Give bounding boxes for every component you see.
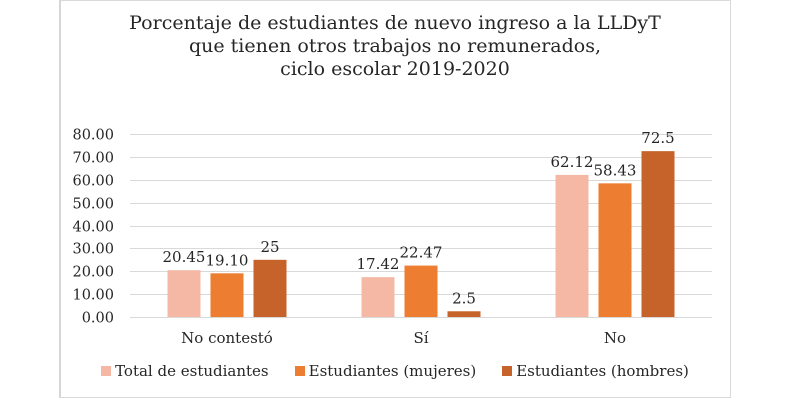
legend-label: Estudiantes (mujeres) bbox=[308, 362, 477, 380]
data-label: 58.43 bbox=[594, 161, 637, 179]
data-label: 22.47 bbox=[400, 244, 443, 262]
data-label: 72.5 bbox=[641, 129, 674, 147]
y-tick-label: 70.00 bbox=[72, 151, 114, 167]
bar-2-1 bbox=[210, 273, 244, 317]
legend-item: Total de estudiantes bbox=[101, 362, 269, 380]
data-label: 20.45 bbox=[163, 248, 206, 266]
y-tick-label: 20.00 bbox=[72, 265, 114, 281]
bar-3-1 bbox=[253, 259, 287, 317]
legend-swatch bbox=[294, 366, 305, 376]
y-axis: 0.00 10.00 20.00 30.00 40.00 50.00 60.00 70.00 8… bbox=[72, 128, 114, 327]
legend-label: Estudiantes (hombres) bbox=[516, 362, 689, 380]
legend-label: Total de estudiantes bbox=[115, 362, 269, 380]
bar-1-1 bbox=[167, 270, 201, 317]
data-label: 19.10 bbox=[206, 251, 249, 269]
bar-3-2 bbox=[447, 311, 481, 317]
data-label: 25 bbox=[260, 238, 279, 256]
bar-3-3 bbox=[641, 151, 675, 317]
data-label: 2.5 bbox=[452, 289, 476, 307]
y-tick-label: 10.00 bbox=[72, 288, 114, 304]
y-tick-label: 0.00 bbox=[82, 311, 114, 327]
chart-title: Porcentaje de estudiantes de nuevo ingre… bbox=[59, 12, 731, 81]
x-category-label: No bbox=[604, 329, 626, 347]
bar-2-2 bbox=[404, 265, 438, 317]
bars bbox=[167, 151, 675, 317]
chart-title-line-1: Porcentaje de estudiantes de nuevo ingre… bbox=[129, 12, 661, 34]
y-tick-label: 60.00 bbox=[72, 174, 114, 190]
bar-2-3 bbox=[598, 183, 632, 317]
y-tick-label: 80.00 bbox=[72, 128, 114, 144]
legend-swatch bbox=[502, 366, 513, 376]
x-category-label: No contestó bbox=[181, 329, 273, 347]
x-axis: No contestó Sí No bbox=[181, 329, 626, 347]
legend-item: Estudiantes (hombres) bbox=[502, 362, 689, 380]
chart-title-line-3: ciclo escolar 2019-2020 bbox=[280, 58, 510, 80]
bar-1-3 bbox=[555, 174, 589, 317]
bar-1-2 bbox=[361, 277, 395, 317]
legend-item: Estudiantes (mujeres) bbox=[294, 362, 477, 380]
y-tick-label: 50.00 bbox=[72, 197, 114, 213]
data-label: 17.42 bbox=[357, 255, 400, 273]
y-tick-label: 40.00 bbox=[72, 220, 114, 236]
x-category-label: Sí bbox=[413, 329, 428, 347]
legend-swatch bbox=[101, 366, 112, 376]
legend: Total de estudiantes Estudiantes (mujeres… bbox=[59, 362, 731, 380]
data-label: 62.12 bbox=[551, 153, 594, 171]
chart-title-line-2: que tienen otros trabajos no remunerados… bbox=[188, 35, 602, 57]
y-tick-label: 30.00 bbox=[72, 242, 114, 258]
